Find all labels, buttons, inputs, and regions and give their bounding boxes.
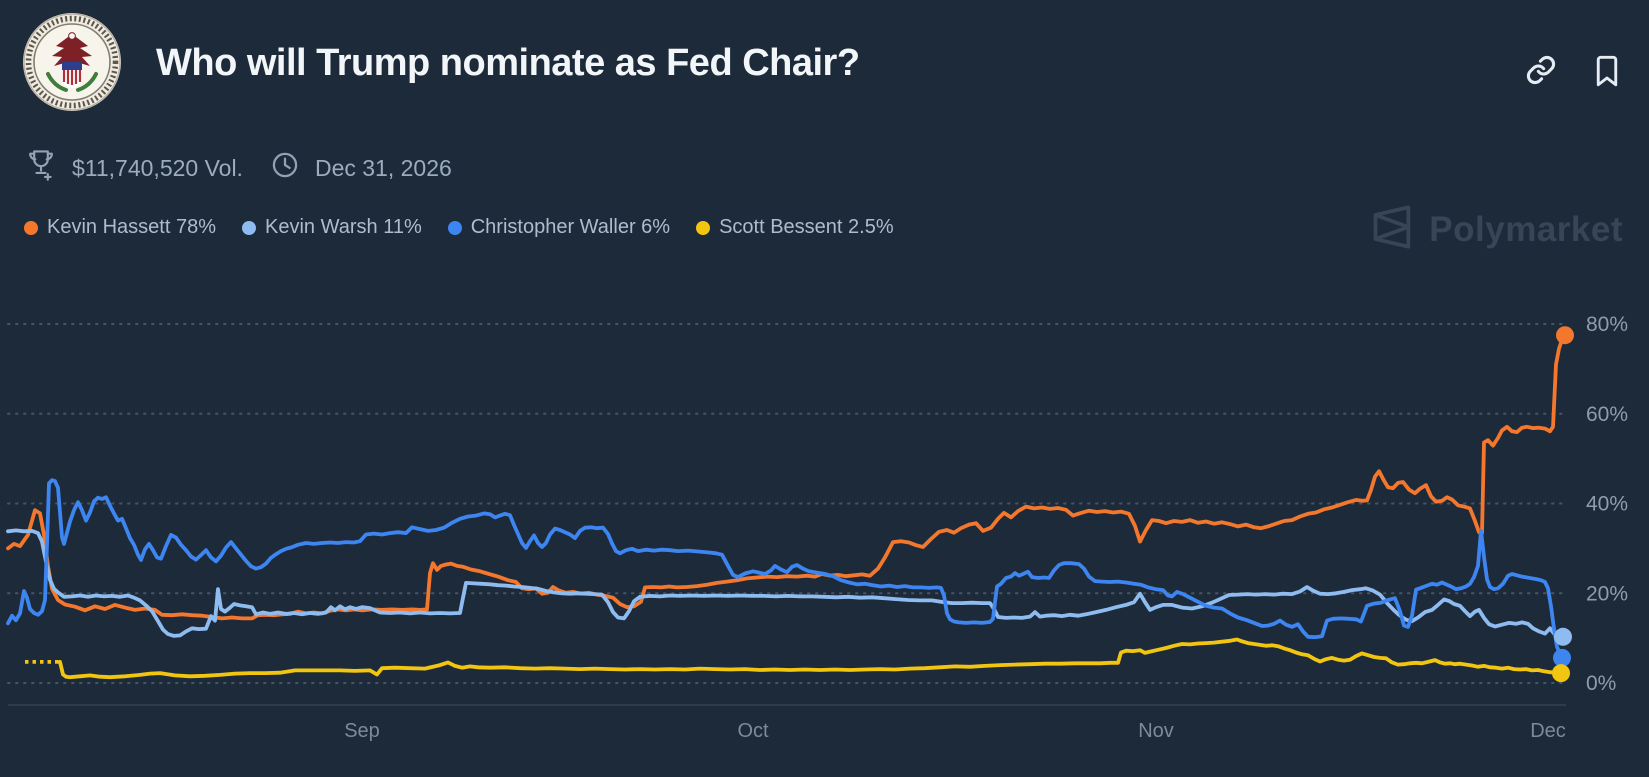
polymarket-logo-icon [1371, 204, 1415, 255]
polymarket-watermark: Polymarket [1371, 204, 1623, 255]
legend-item-hassett[interactable]: Kevin Hassett 78% [24, 216, 216, 239]
legend-label: Christopher Waller 6% [470, 216, 671, 238]
x-axis-tick-label: Nov [1138, 720, 1174, 742]
price-chart[interactable]: 80% 60% 40% 20% 0% Sep Oct Nov Dec [0, 270, 1649, 772]
x-axis-tick-label: Sep [344, 720, 380, 742]
end-date-text: Dec 31, 2026 [314, 154, 452, 181]
bookmark-button[interactable] [1591, 54, 1623, 88]
legend-label: Kevin Hassett 78% [47, 216, 216, 238]
market-stats: $11,740,520 Vol. Dec 31, 2026 [26, 148, 452, 188]
chart-legend: Kevin Hassett 78% Kevin Warsh 11% Christ… [24, 216, 894, 239]
header-actions [1525, 54, 1623, 88]
waller-dot-icon [447, 220, 462, 235]
series-line-christopher-waller [6, 478, 1564, 660]
legend-item-warsh[interactable]: Kevin Warsh 11% [241, 216, 422, 239]
volume-text: $11,740,520 Vol. [72, 154, 243, 181]
legend-item-bessent[interactable]: Scott Bessent 2.5% [696, 216, 894, 239]
watermark-text: Polymarket [1429, 209, 1623, 249]
warsh-dot-icon [241, 220, 256, 235]
chart-area: 80% 60% 40% 20% 0% Sep Oct Nov Dec [0, 270, 1649, 772]
legend-item-waller[interactable]: Christopher Waller 6% [447, 216, 671, 239]
market-header: Who will Trump nominate as Fed Chair? [22, 12, 860, 112]
x-axis-tick-label: Oct [737, 720, 769, 742]
series-end-dot [1556, 326, 1574, 345]
link-icon [1525, 55, 1557, 89]
series-end-dot [1553, 648, 1571, 667]
y-axis-tick-label: 60% [1586, 403, 1628, 426]
y-axis-tick-label: 20% [1586, 582, 1628, 605]
y-axis-tick-label: 80% [1586, 313, 1628, 336]
fed-seal-logo [23, 13, 121, 111]
y-axis-tick-label: 40% [1586, 493, 1628, 516]
legend-label: Scott Bessent 2.5% [719, 216, 894, 238]
series-end-dot [1552, 664, 1570, 683]
bessent-dot-icon [696, 220, 711, 235]
y-axis-tick-label: 0% [1586, 672, 1616, 695]
clock-icon [271, 151, 299, 185]
hassett-dot-icon [24, 220, 38, 235]
series-line-kevin-warsh [6, 528, 1565, 639]
series-end-dot [1554, 627, 1572, 646]
copy-link-button[interactable] [1525, 54, 1557, 88]
page-title: Who will Trump nominate as Fed Chair? [156, 41, 860, 84]
series-line-scott-bessent [58, 637, 1563, 680]
x-axis-tick-label: Dec [1530, 720, 1566, 742]
bookmark-icon [1592, 55, 1622, 91]
series-line-kevin-hassett [6, 333, 1567, 621]
legend-label: Kevin Warsh 11% [264, 216, 422, 238]
trophy-icon [26, 148, 56, 188]
